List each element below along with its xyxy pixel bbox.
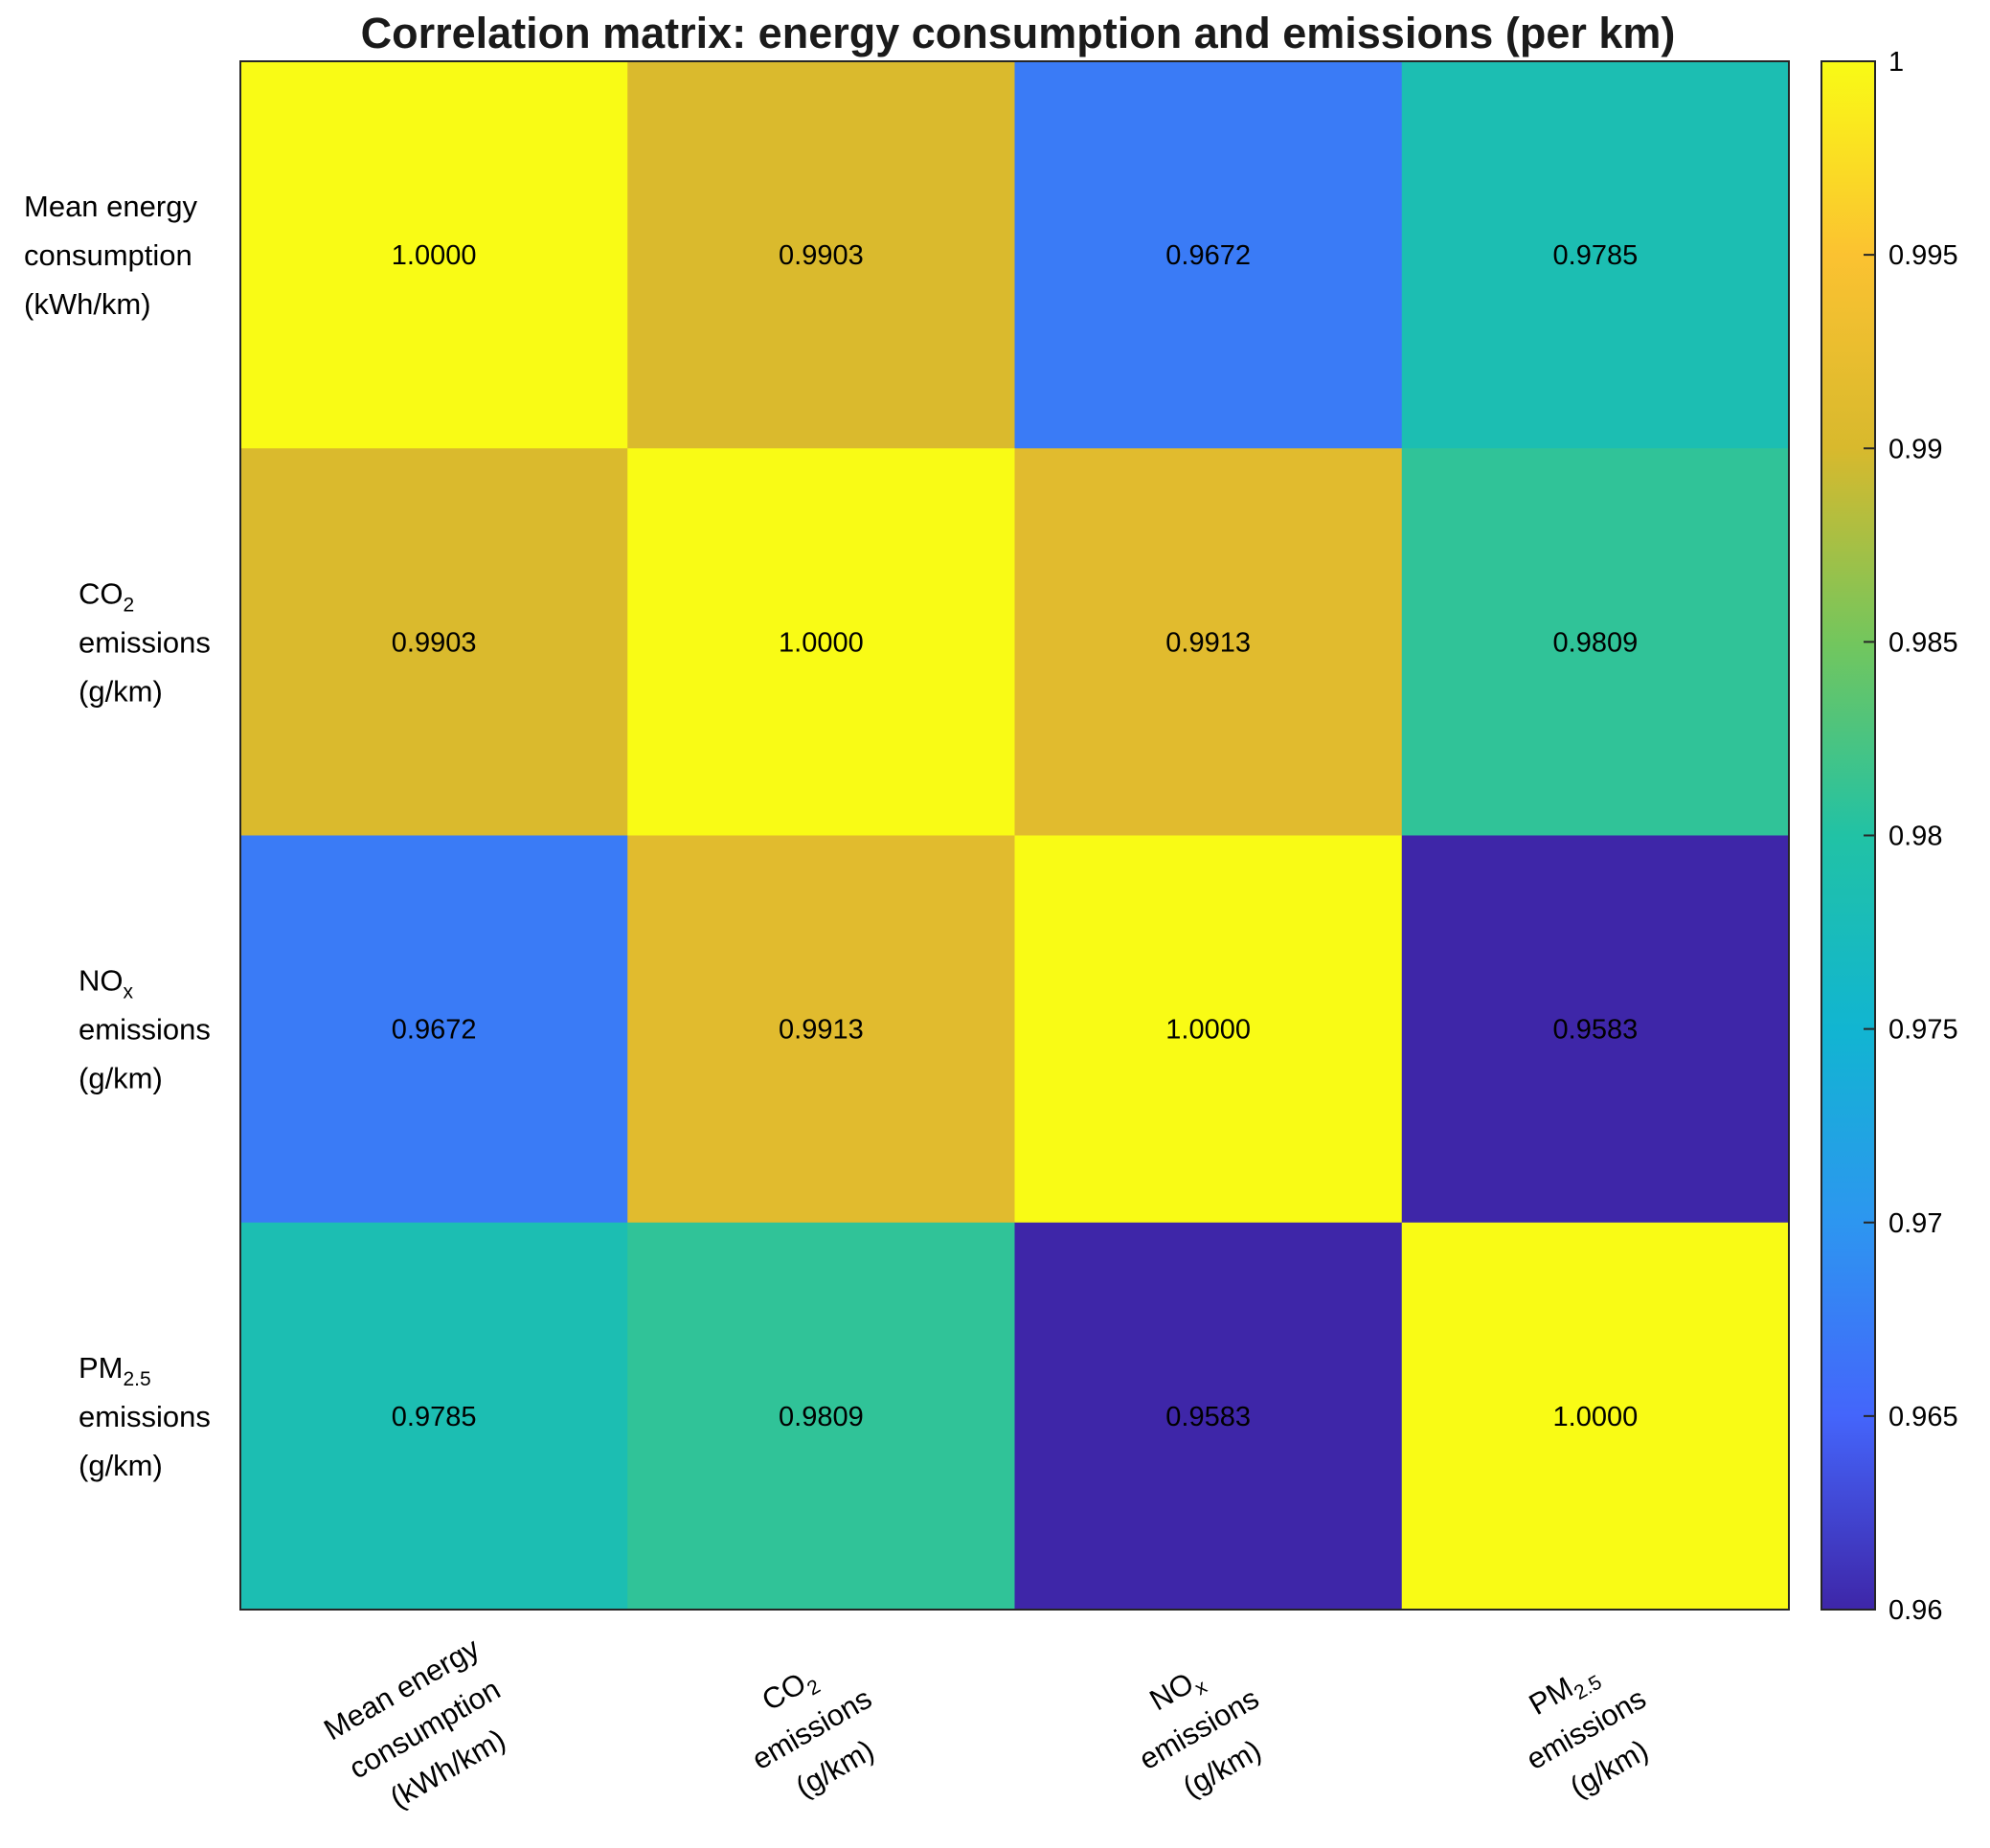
heatmap-cell-0-0: [240, 61, 628, 449]
heatmap-cell-3-2: [1014, 1222, 1403, 1611]
colorbar-tick-label-4: 0.98: [1888, 822, 1942, 852]
cell-value-label-0-2: 0.9672: [1165, 240, 1251, 271]
colorbar-tick-label-6: 0.99: [1888, 434, 1942, 464]
cell-value-label-0-0: 1.0000: [392, 240, 477, 271]
cell-value-label-2-3: 0.9583: [1553, 1015, 1639, 1046]
colorbar-tick-label-3: 0.975: [1888, 1015, 1958, 1046]
heatmap-cell-1-3: [1401, 448, 1790, 836]
heatmap-cell-2-0: [240, 835, 628, 1224]
y-label-3-line-0: PM2.5: [79, 1351, 151, 1390]
heatmap-cell-1-2: [1014, 448, 1403, 836]
y-label-2-line-2: (g/km): [79, 1062, 163, 1095]
y-label-3-line-2: (g/km): [79, 1449, 163, 1482]
heatmap-cells: [240, 61, 1790, 1611]
colorbar-tick-label-2: 0.97: [1888, 1208, 1942, 1239]
cell-value-label-1-3: 0.9809: [1553, 627, 1639, 658]
colorbar-tick-label-5: 0.985: [1888, 627, 1958, 658]
heatmap-cell-1-1: [627, 448, 1015, 836]
colorbar-tick-label-1: 0.965: [1888, 1402, 1958, 1432]
heatmap-cell-2-3: [1401, 835, 1790, 1224]
cell-value-label-0-1: 0.9903: [779, 240, 864, 271]
cell-value-label-2-0: 0.9672: [392, 1015, 477, 1046]
y-label-0-line-0: Mean energy: [24, 190, 197, 223]
heatmap-cell-1-0: [240, 448, 628, 836]
y-axis-labels: Mean energy consumption (kWh/km) CO2 emissio…: [24, 190, 211, 1482]
chart-title: Correlation matrix: energy consumption a…: [361, 9, 1676, 57]
colorbar-tick-label-7: 0.995: [1888, 240, 1958, 271]
y-label-0-line-1: consumption: [24, 238, 192, 272]
colorbar: 0.96 0.965 0.97 0.975 0.98 0.985 0.99 0.995 1: [1820, 47, 1958, 1626]
heatmap-cell-0-1: [627, 61, 1015, 449]
heatmap-cell-2-1: [627, 835, 1015, 1224]
colorbar-tick-label-0: 0.96: [1888, 1595, 1942, 1626]
cell-value-label-1-0: 0.9903: [392, 627, 477, 658]
cell-value-label-3-1: 0.9809: [779, 1402, 864, 1432]
cell-value-label-0-3: 0.9785: [1553, 240, 1639, 271]
heatmap-cell-3-3: [1401, 1222, 1790, 1611]
heatmap-cell-0-3: [1401, 61, 1790, 449]
y-label-2-line-0: NOx: [79, 964, 134, 1003]
cell-value-label-1-1: 1.0000: [779, 627, 864, 658]
cell-value-label-1-2: 0.9913: [1165, 627, 1251, 658]
y-label-0-line-2: (kWh/km): [24, 287, 151, 321]
heatmap-cell-3-1: [627, 1222, 1015, 1611]
y-label-1-line-2: (g/km): [79, 674, 163, 708]
cell-value-label-3-2: 0.9583: [1165, 1402, 1251, 1432]
cell-value-label-3-3: 1.0000: [1553, 1402, 1639, 1432]
y-label-1-line-0: CO2: [79, 576, 134, 616]
cell-value-label-2-1: 0.9913: [779, 1015, 864, 1046]
heatmap-cell-3-0: [240, 1222, 628, 1611]
cell-value-label-2-2: 1.0000: [1165, 1015, 1251, 1046]
cell-value-label-3-0: 0.9785: [392, 1402, 477, 1432]
y-label-3-line-1: emissions: [79, 1400, 211, 1433]
y-label-2-line-1: emissions: [79, 1013, 211, 1047]
heatmap-cell-0-2: [1014, 61, 1403, 449]
y-label-1-line-1: emissions: [79, 625, 211, 659]
heatmap-cell-2-2: [1014, 835, 1403, 1224]
colorbar-tick-label-8: 1: [1888, 47, 1904, 78]
plot-frame: [239, 60, 1790, 1611]
heatmap-cell-values: 1.0000 0.9903 0.9672 0.9785 0.9903 1.0000 0.99…: [392, 240, 1638, 1432]
